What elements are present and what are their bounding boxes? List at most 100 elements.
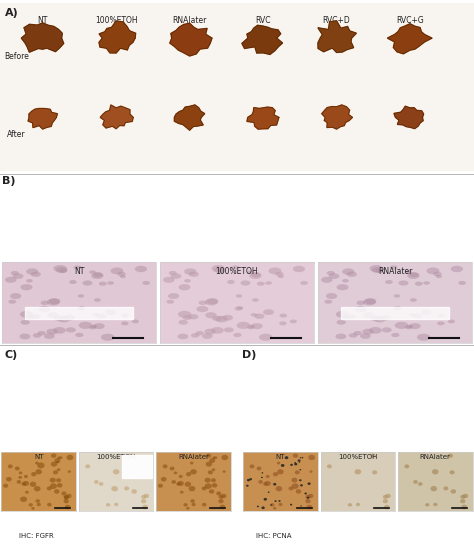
Circle shape (169, 357, 177, 361)
Circle shape (233, 333, 241, 337)
Circle shape (298, 459, 301, 462)
Circle shape (354, 417, 362, 421)
Circle shape (113, 469, 119, 474)
Circle shape (363, 398, 375, 404)
Circle shape (257, 505, 259, 508)
Circle shape (78, 380, 84, 384)
Circle shape (141, 499, 146, 503)
Circle shape (20, 497, 27, 502)
Circle shape (56, 353, 68, 359)
Circle shape (237, 407, 250, 415)
Circle shape (105, 374, 114, 379)
Circle shape (372, 471, 377, 474)
Circle shape (173, 472, 177, 474)
Circle shape (293, 266, 305, 272)
Circle shape (432, 469, 438, 474)
Circle shape (30, 481, 36, 487)
Circle shape (259, 333, 273, 341)
Circle shape (36, 469, 42, 474)
Circle shape (433, 503, 438, 506)
Circle shape (399, 366, 409, 372)
Circle shape (221, 455, 228, 460)
Circle shape (277, 469, 284, 474)
Circle shape (443, 486, 448, 491)
Circle shape (264, 498, 267, 500)
Circle shape (124, 486, 129, 491)
Circle shape (455, 361, 461, 364)
Circle shape (337, 320, 346, 325)
Circle shape (47, 312, 59, 318)
Circle shape (35, 462, 39, 465)
Circle shape (66, 327, 76, 332)
Circle shape (179, 370, 191, 376)
Circle shape (423, 281, 430, 285)
Polygon shape (242, 25, 283, 54)
Circle shape (134, 362, 141, 366)
Circle shape (131, 489, 137, 494)
Circle shape (365, 298, 376, 304)
Bar (122, 455, 152, 479)
Circle shape (281, 464, 284, 467)
Polygon shape (174, 105, 205, 130)
Circle shape (237, 306, 243, 310)
Circle shape (205, 299, 218, 305)
Circle shape (412, 399, 422, 405)
Circle shape (79, 392, 85, 395)
Circle shape (262, 472, 263, 474)
Circle shape (300, 457, 301, 459)
Circle shape (89, 411, 96, 415)
Circle shape (270, 504, 272, 506)
Circle shape (91, 325, 97, 328)
Circle shape (372, 267, 383, 273)
Circle shape (349, 419, 357, 423)
Circle shape (37, 417, 46, 421)
Circle shape (60, 355, 67, 358)
Circle shape (110, 353, 123, 360)
Circle shape (251, 272, 261, 277)
Circle shape (5, 362, 17, 368)
Circle shape (430, 486, 437, 491)
Circle shape (20, 405, 30, 410)
Circle shape (421, 310, 432, 315)
Polygon shape (247, 107, 279, 129)
Circle shape (342, 354, 355, 361)
Circle shape (255, 399, 264, 405)
Circle shape (356, 301, 365, 305)
Circle shape (255, 313, 264, 319)
Circle shape (407, 410, 413, 414)
Circle shape (265, 281, 272, 285)
Circle shape (327, 357, 335, 361)
Circle shape (247, 325, 254, 329)
Circle shape (183, 401, 192, 406)
Circle shape (362, 329, 374, 335)
Circle shape (96, 399, 107, 405)
Circle shape (337, 405, 346, 410)
Circle shape (178, 481, 184, 486)
Text: B): B) (2, 176, 16, 186)
Text: C): C) (5, 350, 18, 360)
Text: IHC: PCNA: IHC: PCNA (256, 533, 292, 539)
Text: RVC+D: RVC+D (323, 16, 350, 25)
Circle shape (404, 465, 410, 468)
Circle shape (191, 333, 200, 338)
Circle shape (59, 456, 63, 459)
Circle shape (66, 455, 73, 460)
Circle shape (50, 483, 57, 489)
Circle shape (120, 275, 126, 278)
Circle shape (263, 395, 274, 401)
Circle shape (177, 333, 189, 339)
Circle shape (301, 367, 308, 370)
Circle shape (94, 298, 101, 302)
Circle shape (346, 271, 357, 277)
Circle shape (18, 476, 22, 479)
Circle shape (49, 298, 60, 304)
Circle shape (56, 478, 61, 483)
Circle shape (79, 306, 85, 310)
Circle shape (64, 499, 69, 503)
Circle shape (433, 272, 442, 276)
Circle shape (184, 268, 196, 275)
Circle shape (289, 486, 293, 491)
Text: RNAlater: RNAlater (420, 454, 451, 460)
Circle shape (265, 475, 270, 478)
Circle shape (249, 465, 255, 468)
